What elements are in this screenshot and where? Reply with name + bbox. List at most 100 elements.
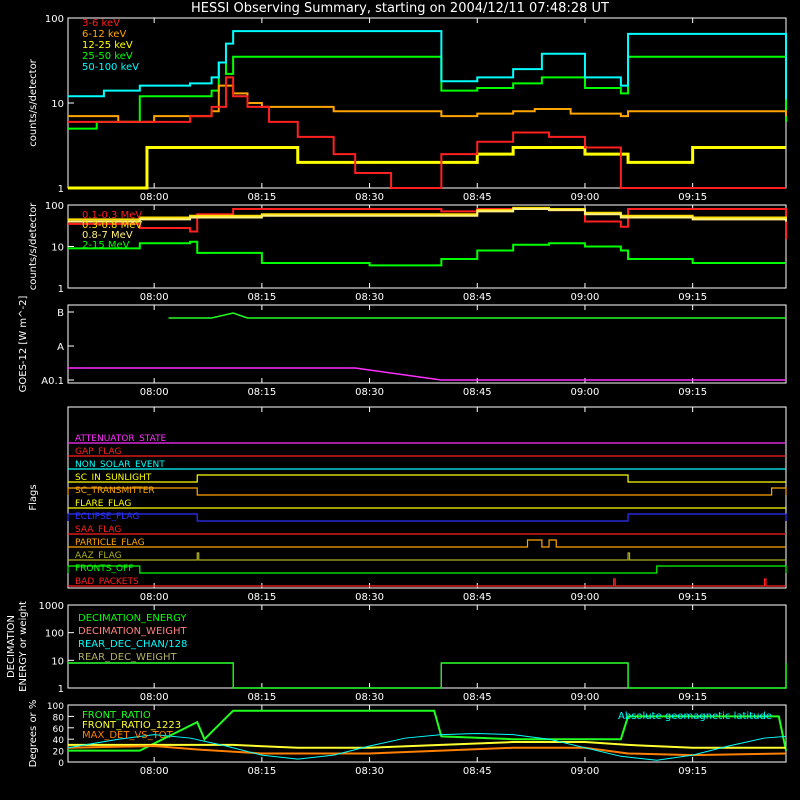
lowlevel-ytick-label: 10: [51, 243, 64, 254]
decimation-legend-entry: DECIMATION_WEIGHT: [78, 626, 187, 637]
hxr-xtick-label: 08:15: [247, 192, 276, 203]
decimation-series-line: [68, 662, 787, 689]
ratio-xtick-label: 09:15: [678, 766, 707, 777]
goes-xtick-label: 08:00: [140, 387, 169, 398]
flags-xtick-label: 08:30: [355, 592, 384, 603]
ratio-xtick-label: 08:45: [463, 766, 492, 777]
ratio-ytick-label: 20: [53, 748, 65, 758]
flag-line: [68, 552, 786, 561]
ratio-annotation: Absolute geomagnetic latitude: [618, 711, 772, 722]
page-title: HESSI Observing Summary, starting on 200…: [191, 1, 609, 16]
goes-xtick-label: 08:45: [463, 387, 492, 398]
decimation-ytick-label: 100: [45, 629, 64, 640]
flag-label: BAD_PACKETS: [75, 577, 139, 587]
goes-series-line: [68, 367, 786, 381]
goes-ytick-label: B: [57, 308, 64, 319]
decimation-xtick-label: 08:45: [463, 692, 492, 703]
hxr-legend-entry: 6-12 keV: [82, 29, 126, 40]
hxr-legend-entry: 25-50 keV: [82, 51, 133, 62]
decimation-xtick-label: 08:30: [355, 692, 384, 703]
decimation-xtick-label: 09:00: [571, 692, 600, 703]
decimation-ylabel: DECIMATION: [6, 615, 17, 678]
goes-xtick-label: 08:15: [247, 387, 276, 398]
flag-label: FRONTS_OFF: [75, 564, 133, 574]
goes-xtick-label: 09:15: [678, 387, 707, 398]
ratio-xtick-label: 09:00: [571, 766, 600, 777]
flag-label: NON_SOLAR_EVENT: [75, 460, 165, 470]
ratio-series-line: [67, 745, 787, 757]
flag-line: [67, 513, 787, 522]
ratio-series-line: [68, 741, 786, 749]
decimation-ylabel: ENERGY or weight: [18, 601, 29, 692]
flag-line: [68, 539, 786, 548]
hxr-ytick-label: 100: [45, 14, 64, 25]
flag-label: SC_TRANSMITTER: [75, 486, 155, 496]
lowlevel-xtick-label: 09:15: [678, 292, 707, 303]
hxr-xtick-label: 08:45: [463, 192, 492, 203]
decimation-series-line: [68, 662, 787, 689]
decimation-ytick-label: 1000: [39, 601, 64, 612]
hxr-series-line: [68, 145, 786, 190]
ratio-xtick-label: 08:15: [247, 766, 276, 777]
hxr-ylabel: counts/s/detector: [28, 58, 39, 146]
decimation-series-line: [68, 662, 787, 689]
lowlevel-xtick-label: 08:45: [463, 292, 492, 303]
lowlevel-legend-entry: 0.8-7 MeV: [82, 230, 133, 241]
goes-xtick-label: 09:00: [571, 387, 600, 398]
ratio-xtick-label: 08:00: [140, 766, 169, 777]
ratio-ylabel: Degrees or %: [28, 700, 39, 768]
ratio-ytick-label: 0: [58, 759, 64, 769]
decimation-ytick-label: 1: [58, 684, 64, 695]
lowlevel-ytick-label: 1: [58, 284, 64, 295]
flag-label: FLARE_FLAG: [75, 499, 131, 509]
flag-label: ECLIPSE_FLAG: [75, 512, 139, 522]
flags-xtick-label: 09:00: [571, 592, 600, 603]
flags-xtick-label: 09:15: [678, 592, 707, 603]
hxr-series-line: [68, 55, 787, 130]
flag-label: SC_IN_SUNLIGHT: [75, 473, 152, 483]
decimation-xtick-label: 08:00: [140, 692, 169, 703]
hxr-xtick-label: 08:30: [355, 192, 384, 203]
goes-series-line: [168, 312, 786, 319]
ratio-series-line: [68, 709, 787, 752]
hxr-legend-entry: 12-25 keV: [82, 40, 133, 51]
flag-line: [68, 474, 786, 483]
ratio-ytick-label: 100: [47, 702, 64, 712]
decimation-legend-entry: REAR_DEC_CHAN/128: [78, 639, 187, 650]
lowlevel-series-line: [68, 208, 787, 223]
ratio-ytick-label: 80: [53, 713, 65, 723]
ratio-frame: [67, 704, 787, 763]
flag-label: SAA_FLAG: [75, 525, 121, 535]
hxr-xtick-label: 09:15: [678, 192, 707, 203]
lowlevel-ylabel: counts/s/detector: [28, 202, 39, 290]
decimation-xtick-label: 08:15: [247, 692, 276, 703]
lowlevel-xtick-label: 08:30: [355, 292, 384, 303]
flags-frame: [67, 406, 787, 589]
flag-line: [67, 565, 787, 574]
lowlevel-xtick-label: 08:15: [247, 292, 276, 303]
decimation-legend-entry: REAR_DEC_WEIGHT: [78, 652, 177, 663]
ratio-legend-entry: FRONT_RATIO_1223: [82, 720, 181, 731]
goes-ytick-label: A0.1: [41, 376, 64, 387]
hxr-legend-entry: 3-6 keV: [82, 18, 120, 29]
flags-ylabel: Flags: [28, 484, 39, 510]
decimation-legend-entry: DECIMATION_ENERGY: [78, 613, 187, 624]
flags-xtick-label: 08:45: [463, 592, 492, 603]
flags-xtick-label: 08:00: [140, 592, 169, 603]
decimation-ytick-label: 10: [51, 656, 64, 667]
flag-label: PARTICLE_FLAG: [75, 538, 145, 548]
hxr-ytick-label: 10: [51, 99, 64, 110]
flag-label: ATTENUATOR_STATE: [75, 434, 167, 444]
hxr-series-line: [68, 30, 787, 100]
decimation-xtick-label: 09:15: [678, 692, 707, 703]
lowlevel-xtick-label: 09:00: [571, 292, 600, 303]
flag-label: GAP_FLAG: [75, 447, 121, 457]
lowlevel-legend-entry: 0.3-0.8 MeV: [82, 220, 142, 231]
flag-line: [68, 578, 786, 587]
goes-ylabel: GOES-12 [W m^-2]: [18, 296, 29, 393]
ratio-xtick-label: 08:30: [355, 766, 384, 777]
goes-xtick-label: 08:30: [355, 387, 384, 398]
hxr-legend-entry: 50-100 keV: [82, 62, 139, 73]
